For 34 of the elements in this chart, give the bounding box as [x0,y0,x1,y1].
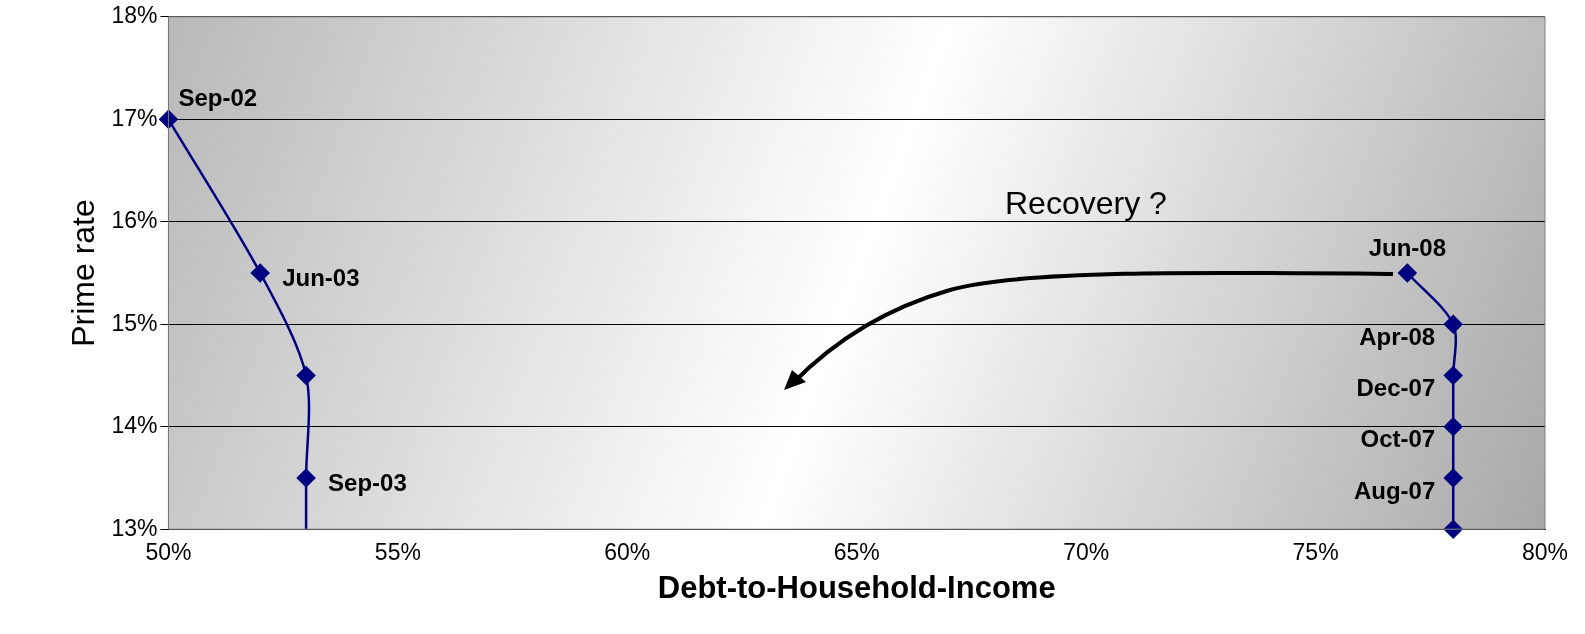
x-tick-label: 80% [1521,539,1569,566]
x-tick-label: 70% [1063,539,1110,566]
y-tick-label: 15% [111,309,158,336]
y-axis-title: Prime rate [65,199,102,347]
data-label: Jun-08 [1368,233,1447,261]
point [250,263,270,283]
data-label: Aug-07 [1353,476,1436,504]
point [1398,263,1417,283]
y-tick-label: 18% [111,2,158,29]
point [159,110,178,129]
y-tick-label: 13% [111,514,158,541]
x-tick-label: 50% [145,539,192,566]
x-tick-label: 55% [374,539,421,566]
annotation: Recovery ? [1005,185,1167,222]
point [1443,519,1463,539]
x-axis-title: Debt-to-Household-Income [657,569,1056,605]
point [296,366,316,385]
point [296,468,316,488]
data-label: Sep-03 [328,468,407,496]
x-tick-label: 75% [1292,539,1339,566]
data-label: Apr-08 [1359,322,1436,350]
data-label: Jun-03 [282,263,360,291]
point [1443,468,1463,488]
data-label: Oct-07 [1360,425,1436,453]
point [1443,417,1463,436]
x-tick-label: 60% [604,539,651,566]
y-tick-label: 17% [111,104,158,131]
y-tick-label: 14% [111,412,158,439]
point [1443,314,1463,334]
x-tick-label: 65% [833,539,880,566]
y-tick-label: 16% [111,207,158,234]
data-label: Sep-02 [178,83,258,111]
point [1443,366,1463,385]
data-label: Dec-07 [1356,374,1436,402]
